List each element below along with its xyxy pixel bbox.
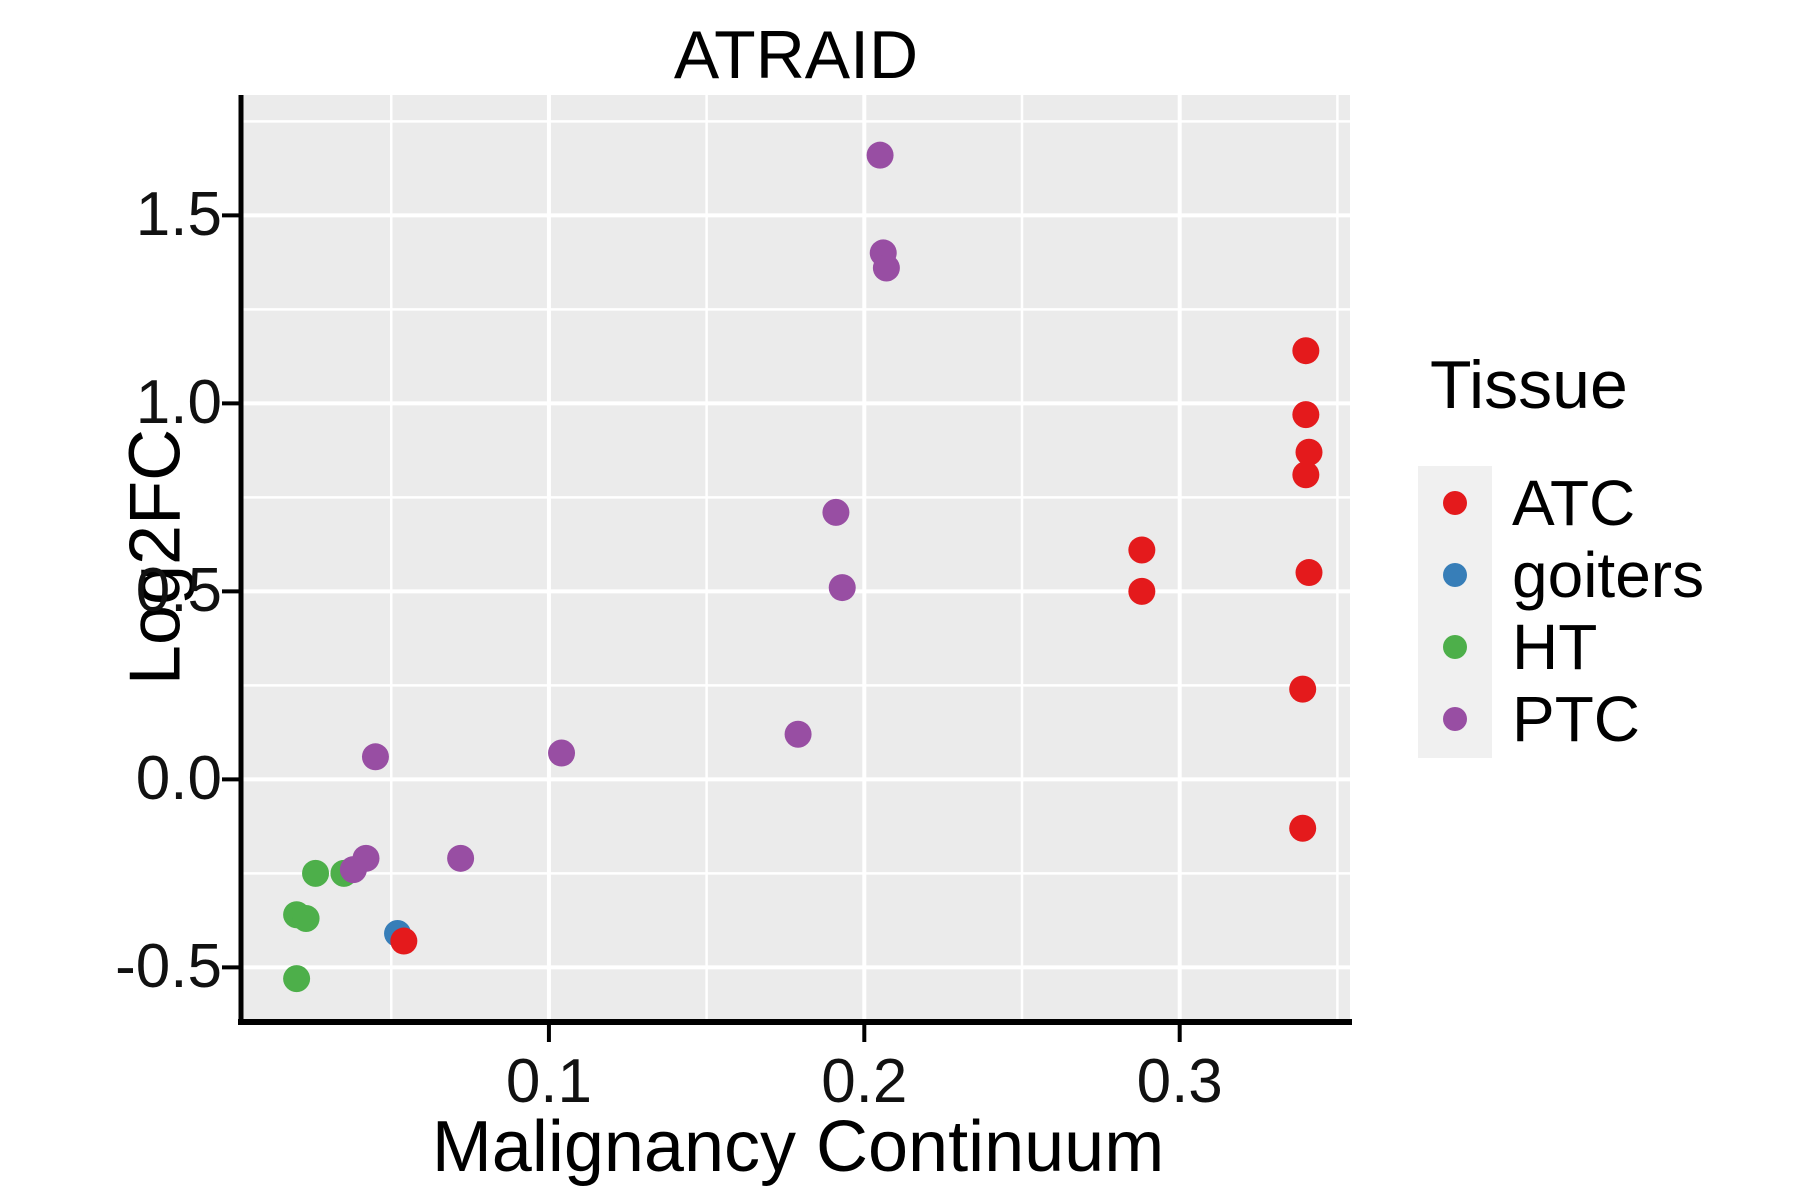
- x-tick-label: 0.2: [821, 1047, 908, 1116]
- legend-key-dot-HT: [1443, 635, 1467, 659]
- x-tick-label: 0.1: [505, 1047, 593, 1116]
- data-point-HT: [292, 904, 320, 932]
- data-point-PTC: [339, 856, 367, 884]
- legend-label-goiters: goiters: [1512, 538, 1705, 611]
- data-point-ATC: [1128, 577, 1156, 605]
- data-point-PTC: [872, 254, 900, 282]
- x-tick-label: 0.3: [1136, 1047, 1223, 1116]
- y-tick-label: 1.0: [135, 368, 222, 438]
- data-point-ATC: [1289, 675, 1317, 703]
- legend-title: Tissue: [1430, 347, 1628, 423]
- data-point-ATC: [1292, 401, 1320, 429]
- y-tick-label: 1.5: [135, 180, 222, 250]
- data-point-ATC: [1292, 337, 1320, 365]
- legend-key-dot-PTC: [1443, 707, 1467, 731]
- data-point-PTC: [361, 743, 389, 771]
- data-point-PTC: [828, 574, 856, 602]
- y-tick-label: -0.5: [115, 932, 222, 1002]
- data-point-ATC: [1289, 814, 1317, 842]
- data-point-PTC: [548, 739, 576, 767]
- y-tick-label: 0.5: [135, 556, 222, 626]
- data-point-HT: [302, 859, 330, 887]
- x-axis-title: Malignancy Continuum: [431, 1107, 1165, 1187]
- data-point-ATC: [390, 927, 418, 955]
- y-tick-label: 0.0: [135, 744, 222, 814]
- data-point-ATC: [1128, 536, 1156, 564]
- data-point-ATC: [1292, 461, 1320, 489]
- data-point-PTC: [447, 844, 475, 872]
- data-point-HT: [283, 965, 311, 993]
- data-point-PTC: [822, 498, 850, 526]
- data-point-PTC: [866, 141, 894, 169]
- legend-label-ATC: ATC: [1512, 466, 1636, 539]
- legend-key-dot-goiters: [1443, 563, 1467, 587]
- data-point-PTC: [784, 720, 812, 748]
- data-point-ATC: [1295, 438, 1323, 466]
- legend-key-dot-ATC: [1443, 491, 1467, 515]
- legend-label-PTC: PTC: [1512, 682, 1640, 755]
- chart-title: ATRAID: [673, 17, 919, 93]
- data-point-ATC: [1295, 559, 1323, 587]
- legend-label-HT: HT: [1512, 610, 1598, 683]
- plot-panel: [243, 95, 1350, 1020]
